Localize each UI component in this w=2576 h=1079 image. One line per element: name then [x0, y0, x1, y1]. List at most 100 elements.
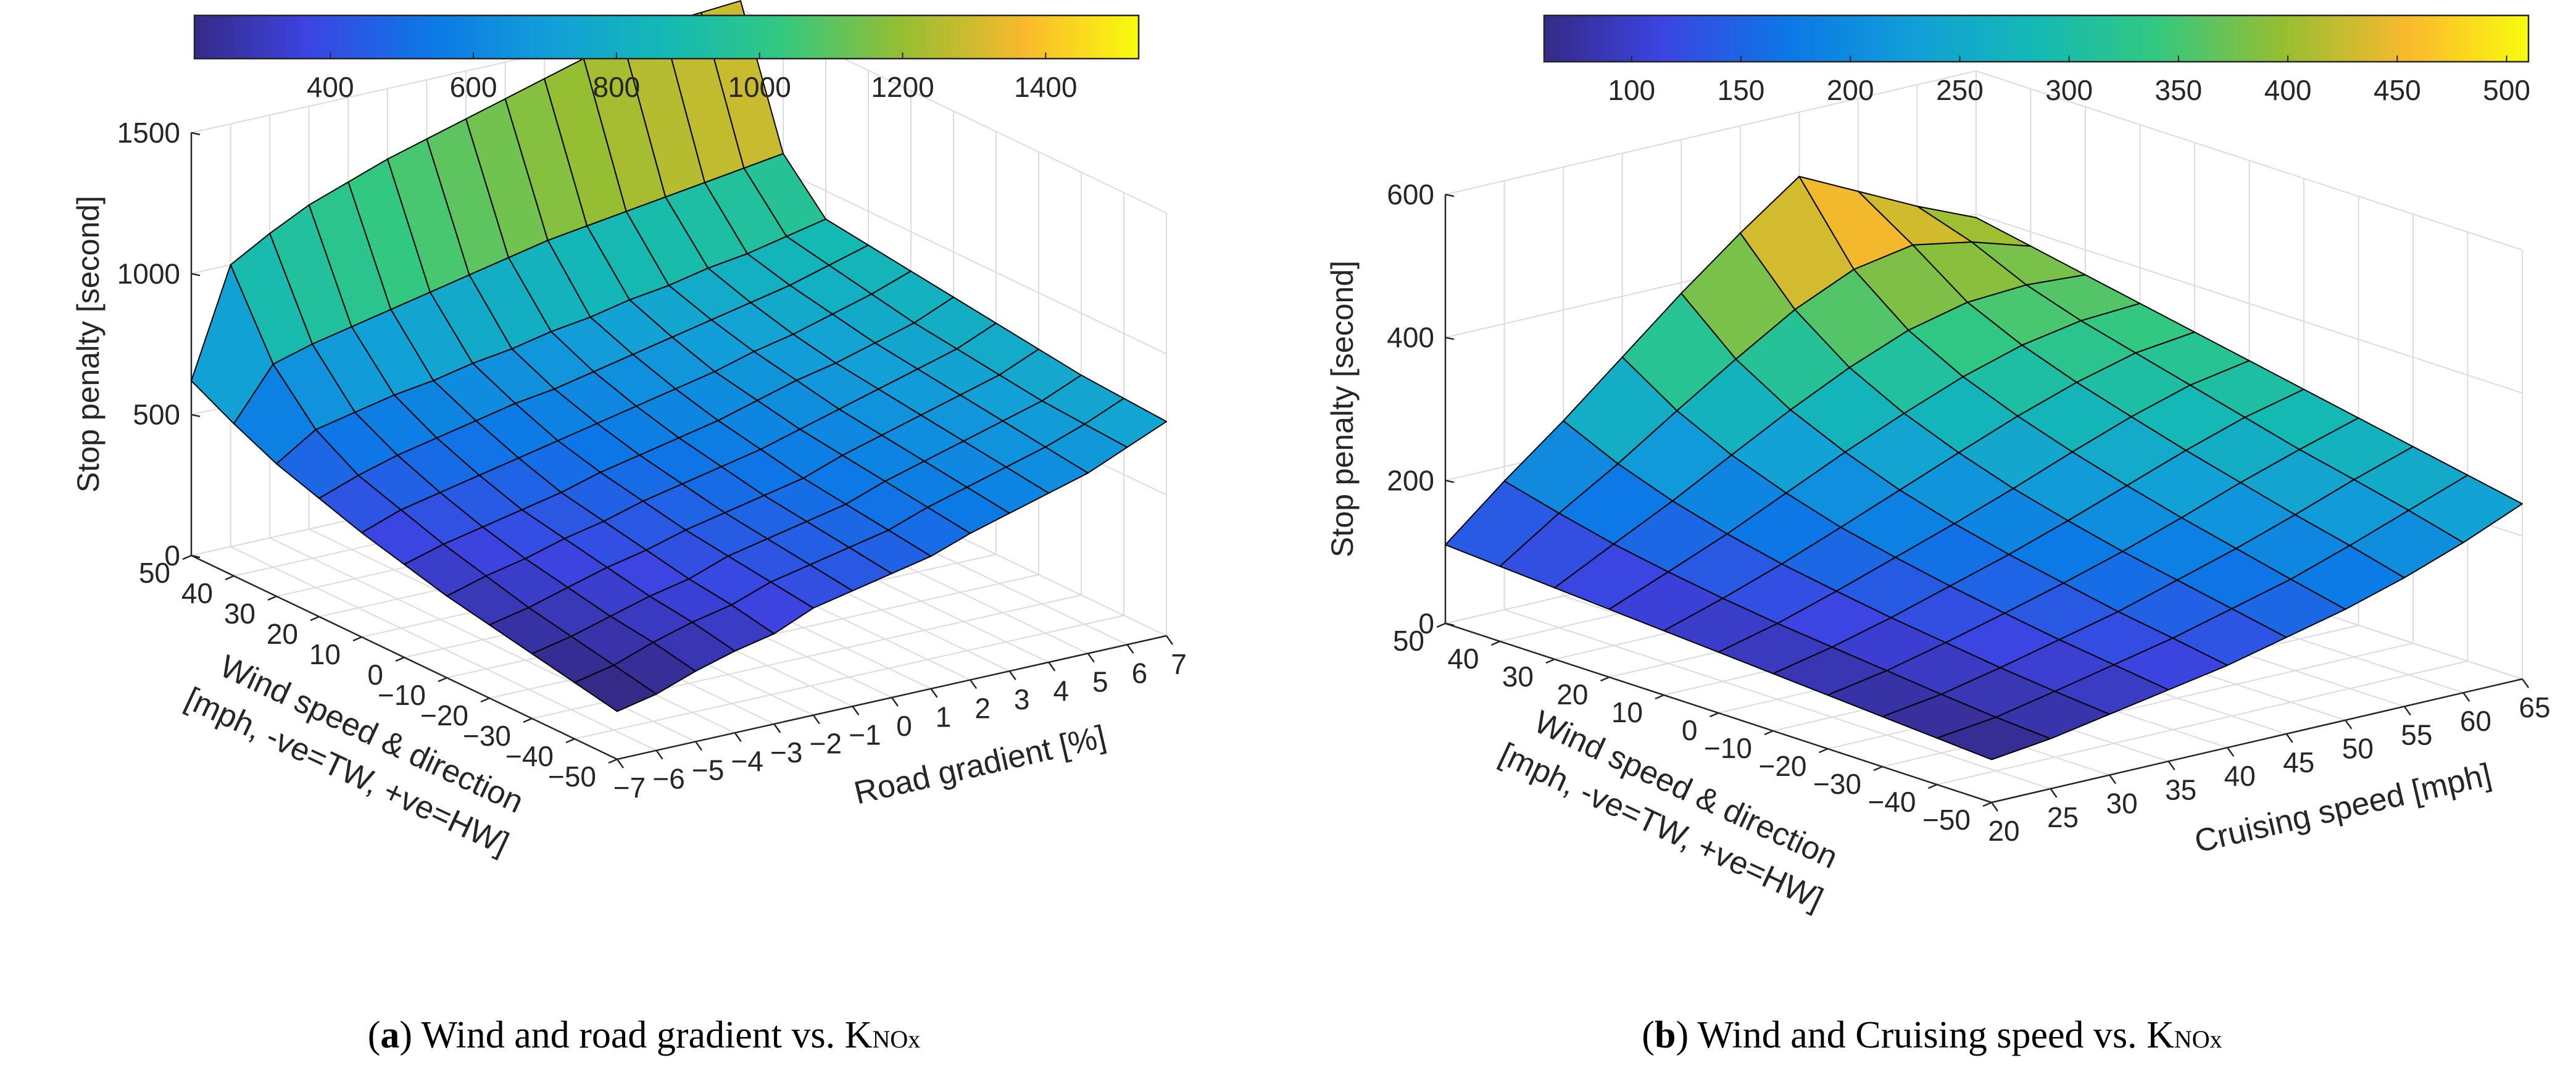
z-tick-label: 1000 — [117, 257, 180, 290]
y-tick-label: −40 — [1868, 786, 1916, 818]
z-tick — [1445, 480, 1455, 483]
x-tick-label: 45 — [2283, 746, 2314, 778]
y-tick-label: −50 — [548, 760, 596, 793]
x-axis-label: Road gradient [%] — [851, 719, 1110, 811]
z-tick — [191, 414, 201, 417]
x-tick-label: 3 — [1014, 683, 1030, 715]
z-ticks: 0 500 1000 1500 — [117, 117, 201, 572]
colorbar-ticks: 400 600 800 1000 1200 1400 — [307, 52, 1077, 103]
x-tick-label: −1 — [849, 719, 881, 751]
x-tick — [1165, 635, 1174, 645]
y-tick-label: −20 — [420, 699, 468, 731]
surface-patch — [574, 664, 657, 712]
x-tick-label: 0 — [896, 710, 912, 742]
colorbar — [1543, 14, 2530, 63]
x-ticks: −7 −6 −5 −4 −3 −2 −1 0 1 2 3 4 5 6 7 — [613, 635, 1187, 804]
x-tick-label: −6 — [652, 763, 684, 795]
colorbar-tick-label: 300 — [2045, 74, 2093, 106]
z-tick — [1445, 622, 1455, 627]
x-tick-label: −4 — [731, 745, 763, 777]
y-tick-label: 10 — [309, 638, 341, 670]
colorbar-tick-label: 350 — [2155, 74, 2203, 106]
panel-a: 0 500 1000 1500 Stop penalty [second] −7 −6 −5−… — [71, 0, 1187, 1056]
y-tick — [225, 575, 235, 581]
x-tick — [773, 723, 781, 733]
y-tick — [565, 738, 575, 744]
x-tick — [1008, 670, 1016, 680]
x-tick — [2227, 747, 2235, 757]
x-tick — [1048, 662, 1056, 672]
x-tick — [2462, 692, 2470, 702]
y-tick-label: −10 — [378, 679, 426, 711]
colorbar-tick-label: 600 — [450, 71, 497, 103]
z-tick-label: 0 — [1418, 607, 1434, 639]
y-tick-label: −20 — [1758, 750, 1806, 782]
x-tick-label: −2 — [810, 728, 842, 760]
y-tick-label: 0 — [1682, 714, 1698, 746]
floor-gridline — [1937, 660, 2468, 785]
x-tick — [1990, 802, 1999, 812]
x-tick — [852, 706, 860, 716]
y-tick-label: 30 — [224, 598, 256, 630]
y-tick — [395, 656, 405, 662]
y-tick — [1819, 748, 1828, 754]
y-tick — [352, 636, 362, 642]
y-ticks: −50−40−30−20−100 10 20 30 40 50 — [139, 554, 618, 793]
caption-a: (a) Wind and road gradient vs. KNOx — [367, 1014, 921, 1056]
y-tick-label: −50 — [1922, 804, 1971, 836]
colorbar — [193, 14, 1140, 60]
colorbar-tick-label: 1000 — [728, 71, 791, 103]
z-tick — [1445, 193, 1455, 198]
y-tick-label: −30 — [1813, 768, 1861, 800]
y-tick — [1655, 694, 1664, 700]
y-tick — [310, 615, 320, 622]
y-tick — [267, 595, 277, 601]
x-tick — [930, 688, 938, 698]
y-tick — [1491, 640, 1500, 646]
x-tick-label: 40 — [2224, 760, 2256, 792]
x-tick-label: 65 — [2519, 691, 2550, 723]
x-tick-label: 30 — [2106, 788, 2138, 820]
x-tick-label: 7 — [1171, 648, 1187, 680]
y-tick — [480, 697, 490, 703]
x-tick — [2050, 788, 2058, 798]
colorbar-tick-label: 400 — [2264, 74, 2312, 106]
x-tick — [970, 679, 978, 689]
z-axis-label: Stop penalty [second] — [1325, 260, 1360, 557]
x-tick-label: 1 — [936, 701, 952, 733]
x-tick-label: −7 — [613, 772, 646, 804]
x-tick — [655, 749, 663, 760]
panel-b: 0 200 400 600 Stop penalty [second] 20 25 30 35 4… — [1288, 0, 2576, 1079]
colorbar-tick-label: 150 — [1718, 74, 1765, 106]
x-tick — [812, 714, 820, 725]
z-tick — [191, 131, 201, 136]
surface — [1445, 175, 2523, 760]
y-tick-label: 40 — [181, 577, 213, 609]
colorbar-tick-label: 1200 — [871, 71, 934, 103]
x-tick — [2167, 760, 2175, 771]
x-tick — [734, 732, 742, 742]
z-tick — [191, 273, 201, 277]
x-axis-line — [1991, 678, 2523, 804]
y-tick-label: −30 — [463, 720, 511, 752]
x-tick-label: 20 — [1988, 815, 2019, 847]
x-tick-label: 60 — [2460, 705, 2491, 737]
x-ticks: 20 25 30 35 40 45 50 55 60 65 — [1988, 678, 2551, 847]
y-tick — [438, 677, 447, 683]
y-tick-label: −10 — [1704, 732, 1752, 764]
colorbar-tick-label: 200 — [1827, 74, 1874, 106]
y-ticks: −50−40−30−20−100 10 20 30 40 50 — [1393, 622, 1992, 836]
x-tick — [2521, 678, 2530, 688]
x-tick-label: 5 — [1092, 666, 1108, 698]
surface-patch — [1936, 716, 2051, 760]
y-tick — [1600, 676, 1610, 682]
y-tick — [1928, 783, 1937, 789]
y-tick-label: 50 — [139, 557, 170, 589]
colorbar-tick-label: 500 — [2483, 74, 2530, 106]
z-tick — [1445, 336, 1455, 340]
colorbar-tick-label: 250 — [1936, 74, 1984, 106]
y-tick-label: 0 — [367, 659, 383, 691]
x-tick-label: 4 — [1053, 675, 1069, 707]
